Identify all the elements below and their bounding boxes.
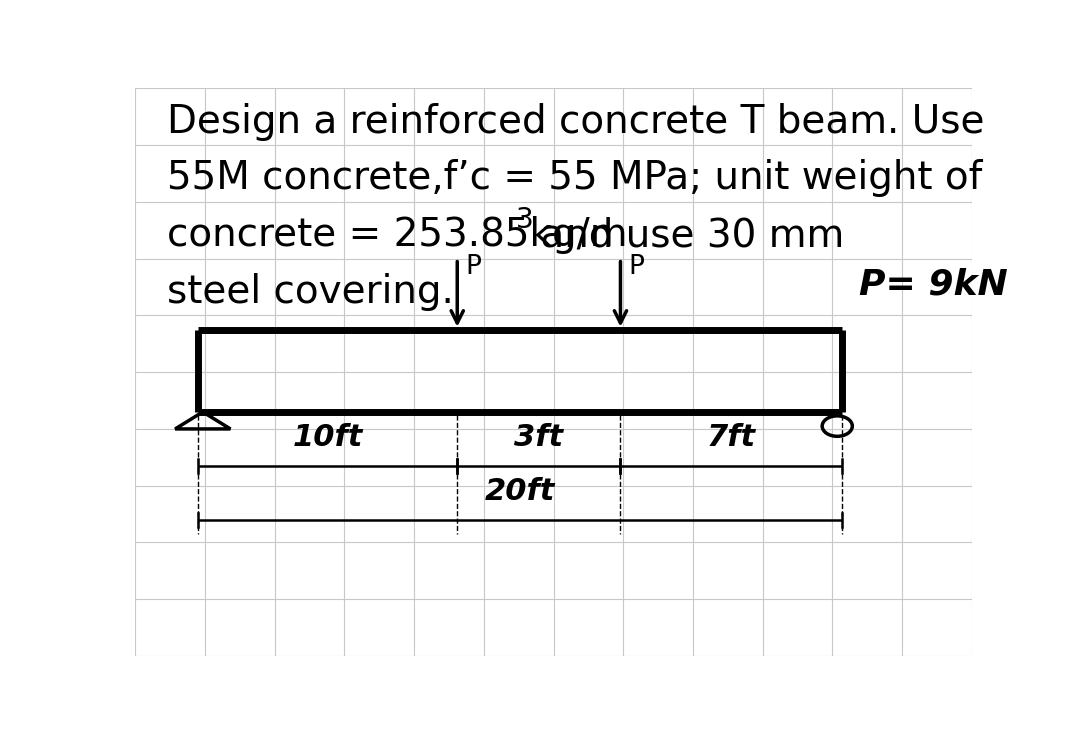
- Text: and use 30 mm: and use 30 mm: [528, 216, 845, 254]
- Text: 55M concrete,f’c = 55 MPa; unit weight of: 55M concrete,f’c = 55 MPa; unit weight o…: [166, 159, 982, 198]
- Text: P: P: [465, 254, 482, 280]
- Text: P: P: [629, 254, 645, 280]
- Text: 3ft: 3ft: [514, 422, 564, 452]
- Text: concrete = 253.85kg/m: concrete = 253.85kg/m: [166, 216, 627, 254]
- Text: 10ft: 10ft: [293, 422, 363, 452]
- Text: 3: 3: [516, 206, 534, 234]
- Text: 20ft: 20ft: [485, 477, 555, 506]
- Text: P= 9kN: P= 9kN: [859, 268, 1008, 301]
- Text: 7ft: 7ft: [706, 422, 756, 452]
- Text: steel covering.: steel covering.: [166, 273, 454, 311]
- Text: Design a reinforced concrete T beam. Use: Design a reinforced concrete T beam. Use: [166, 102, 984, 141]
